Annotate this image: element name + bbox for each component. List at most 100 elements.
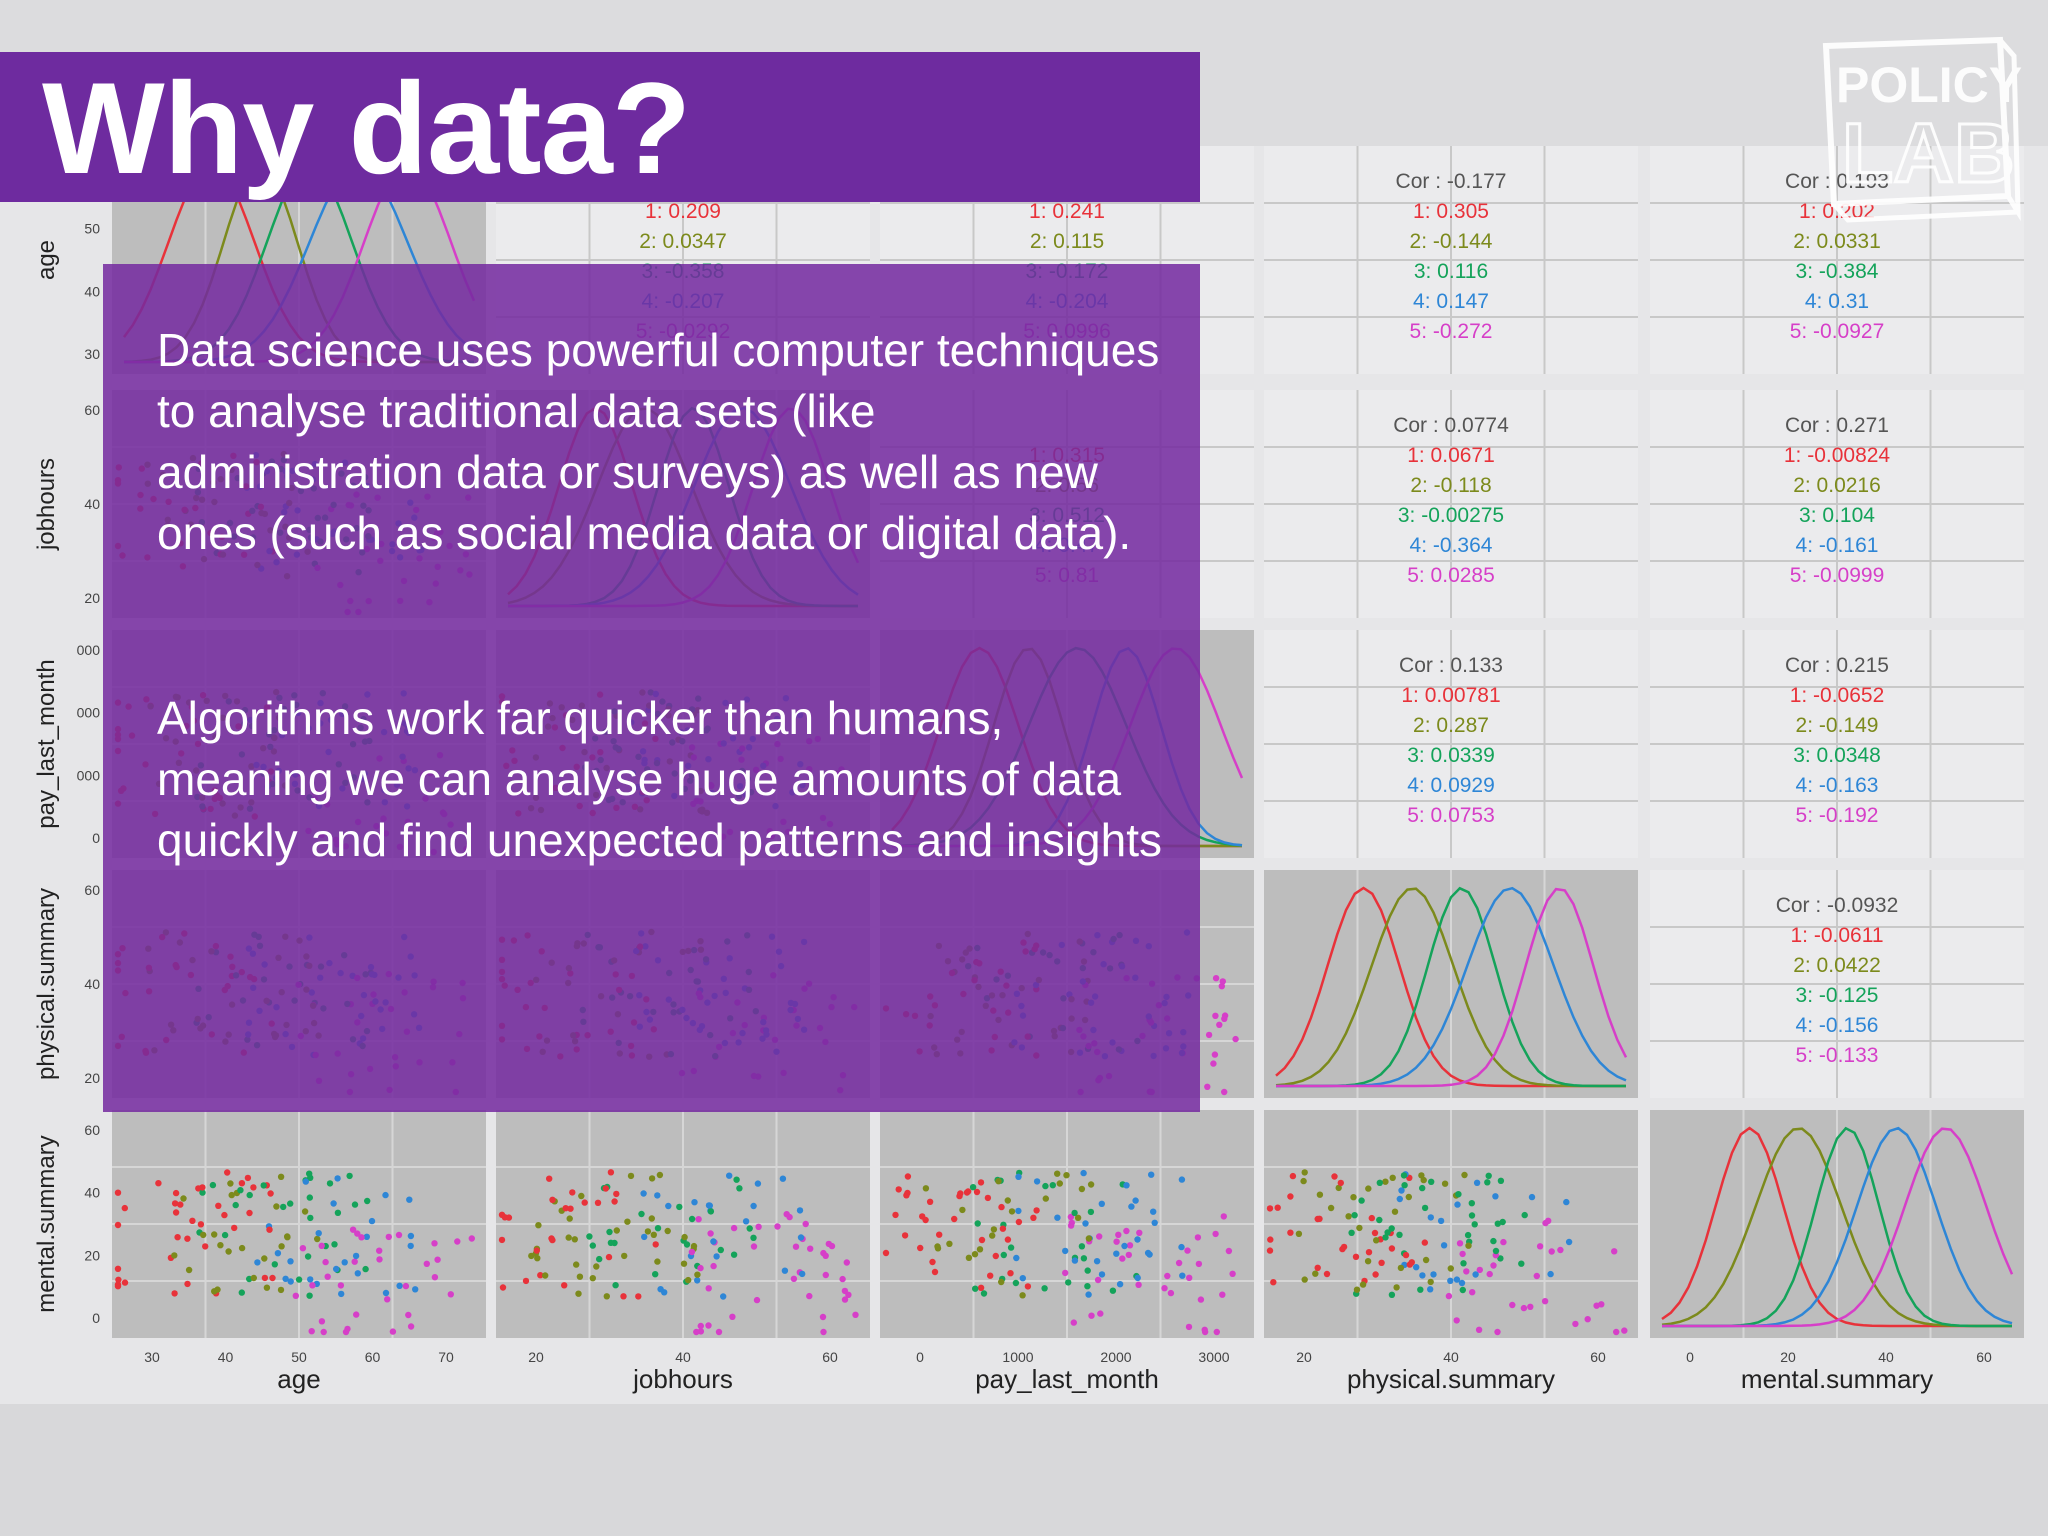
cell-4-3-point	[1382, 1178, 1389, 1185]
cell-4-2-point	[1071, 1257, 1079, 1264]
cell-4-1-point	[654, 1192, 661, 1199]
cell-4-1-point	[613, 1190, 620, 1198]
cell-4-1-point	[575, 1290, 582, 1297]
cell-4-0-point	[114, 1221, 122, 1229]
cell-4-3-point	[1323, 1270, 1331, 1278]
cell-4-3-point	[1490, 1262, 1497, 1269]
cell-4-0-point	[261, 1274, 269, 1282]
cor-header-1-3: Cor : 0.0774	[1393, 414, 1509, 437]
cell-4-2-point	[946, 1240, 953, 1248]
cell-4-0-point	[269, 1274, 276, 1282]
x-tick-mental.summary-2: 40	[1878, 1349, 1894, 1365]
cor-header-0-4: Cor : 0.193	[1785, 170, 1889, 193]
cor-value-1-3-3: 3: -0.00275	[1398, 504, 1504, 527]
cell-4-3-point	[1427, 1286, 1434, 1293]
cell-4-3-point	[1373, 1237, 1380, 1244]
cell-4-0-point	[302, 1178, 309, 1185]
cell-4-1-point	[693, 1328, 700, 1336]
cell-4-1-point	[589, 1275, 596, 1282]
cell-4-0-point	[221, 1231, 229, 1239]
cell-4-2-point	[929, 1258, 936, 1266]
cell-4-0-point	[267, 1190, 274, 1197]
cell-4-1-point	[694, 1271, 701, 1278]
cell-4-2-point	[1062, 1269, 1069, 1277]
cell-4-1-point	[528, 1252, 535, 1260]
cell-4-1-point	[602, 1185, 609, 1192]
cell-4-2-point	[1144, 1249, 1152, 1257]
cell-4-0-point	[214, 1286, 221, 1293]
cell-4-3-point	[1368, 1214, 1376, 1222]
cell-4-3-point	[1485, 1172, 1492, 1180]
cell-4-0-point	[250, 1274, 257, 1282]
cell-4-1-point	[605, 1253, 613, 1261]
cell-4-3-point	[1461, 1171, 1468, 1179]
cell-4-0-point	[184, 1280, 191, 1288]
cell-4-2-point	[1134, 1274, 1141, 1282]
cell-4-0-point	[271, 1261, 278, 1268]
cell-4-2-point	[1113, 1238, 1120, 1245]
cell-4-1-point	[733, 1176, 740, 1183]
cell-4-0-point	[254, 1259, 261, 1266]
y-tick-physical.summary-2: 60	[84, 882, 100, 898]
cell-4-1-point	[576, 1273, 584, 1280]
cell-4-1-point	[841, 1296, 849, 1303]
cell-4-0-point	[376, 1247, 383, 1254]
cell-4-0-point	[287, 1200, 294, 1207]
cell-4-0-point	[299, 1245, 307, 1252]
cell-4-3-point	[1469, 1289, 1476, 1296]
cell-4-3-point	[1382, 1234, 1389, 1241]
cell-4-3-point	[1455, 1191, 1462, 1198]
cell-4-0-point	[318, 1318, 326, 1325]
cell-4-3-point	[1476, 1266, 1484, 1274]
cell-4-3-point	[1521, 1211, 1528, 1219]
cor-value-1-3-5: 5: 0.0285	[1407, 564, 1495, 587]
cell-4-0-point	[237, 1187, 244, 1194]
cor-header-1-4: Cor : 0.271	[1785, 414, 1889, 437]
cell-4-1-point	[820, 1328, 827, 1336]
cell-4-1-point	[790, 1275, 798, 1283]
cell-4-3-point	[1351, 1212, 1358, 1219]
cell-4-0-point	[309, 1282, 316, 1289]
cell-4-2-point	[1136, 1229, 1143, 1237]
cell-4-2-point	[1004, 1236, 1012, 1243]
cell-4-2-point	[957, 1190, 964, 1197]
y-tick-mental.summary-3: 60	[84, 1122, 100, 1138]
cell-4-2-point	[1087, 1181, 1095, 1188]
cell-4-0-point	[232, 1201, 239, 1209]
cell-4-1-point	[697, 1264, 704, 1272]
cell-4-1-point	[685, 1276, 692, 1284]
cell-4-3-point	[1345, 1213, 1352, 1220]
cor-value-0-3-5: 5: -0.272	[1410, 320, 1493, 343]
cell-4-1-point	[750, 1202, 757, 1210]
cell-4-3-point	[1441, 1180, 1449, 1187]
cell-4-2-point	[1054, 1214, 1061, 1221]
cell-4-0-point	[407, 1242, 414, 1250]
cell-4-0-point	[406, 1196, 413, 1203]
cell-4-3-point	[1388, 1245, 1396, 1252]
cell-4-2-point	[1212, 1230, 1219, 1238]
cell-4-0-point	[338, 1290, 345, 1298]
x-tick-mental.summary-0: 0	[1686, 1349, 1694, 1365]
cell-4-3-point	[1598, 1301, 1605, 1308]
cell-4-1-point	[624, 1218, 631, 1225]
cell-4-2-point	[951, 1215, 958, 1223]
cell-4-3-point	[1384, 1229, 1391, 1236]
cell-4-0-point	[115, 1276, 122, 1284]
cell-4-2-point	[1161, 1285, 1168, 1292]
cell-4-3-point	[1339, 1245, 1346, 1253]
cell-3-2-point	[1218, 983, 1226, 990]
cell-4-2-point	[1084, 1283, 1091, 1290]
cell-4-3-point	[1492, 1247, 1500, 1255]
cell-4-3-point	[1437, 1217, 1445, 1225]
cell-4-3-point	[1421, 1239, 1429, 1246]
cell-4-1-point	[705, 1285, 712, 1292]
cor-value-3-4-4: 4: -0.156	[1796, 1014, 1879, 1037]
cor-value-3-4-2: 2: 0.0422	[1793, 954, 1881, 977]
cell-4-1-point	[621, 1252, 628, 1260]
cell-4-0-point	[238, 1289, 245, 1296]
cor-value-1-3-1: 1: 0.0671	[1407, 444, 1495, 467]
cell-4-3-point	[1427, 1214, 1435, 1221]
cell-4-0-point	[184, 1235, 191, 1242]
cell-4-1-point	[549, 1236, 556, 1244]
cell-4-1-point	[535, 1222, 542, 1229]
